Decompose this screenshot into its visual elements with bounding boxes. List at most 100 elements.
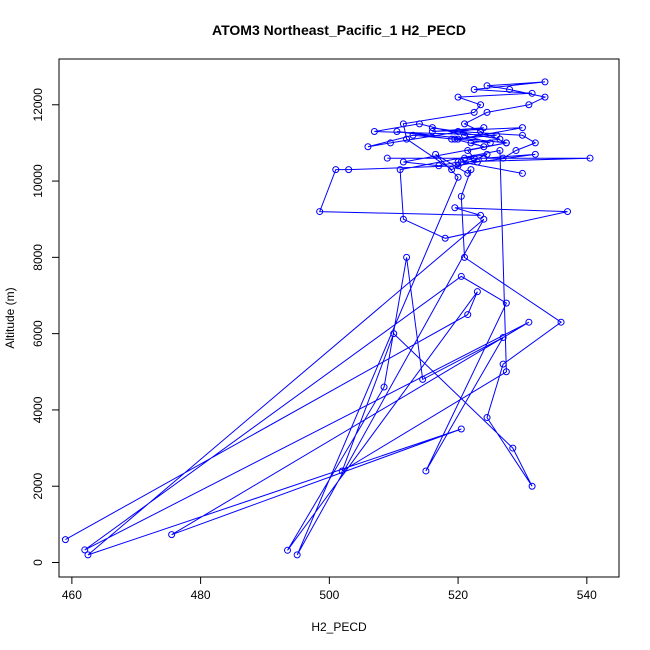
x-axis-label: H2_PECD — [311, 620, 367, 634]
x-axis: 460 480 500 520 540 — [62, 576, 597, 602]
data-point — [477, 101, 485, 109]
data-point — [528, 482, 536, 490]
data-point — [457, 158, 465, 166]
data-point — [499, 360, 507, 368]
data-point — [518, 131, 526, 139]
data-point — [84, 551, 92, 559]
data-point — [470, 86, 478, 94]
y-tick-label: 0 — [31, 559, 45, 566]
data-point — [461, 253, 469, 261]
data-point — [316, 208, 324, 216]
y-tick-label: 10000 — [31, 164, 45, 198]
x-tick-label: 480 — [191, 588, 211, 602]
data-point — [380, 383, 388, 391]
data-point — [461, 131, 469, 139]
data-point — [467, 166, 475, 174]
data-point — [564, 208, 572, 216]
data-point — [477, 211, 485, 219]
data-point — [419, 375, 427, 383]
data-point — [541, 78, 549, 86]
data-point — [454, 173, 462, 181]
data-point — [383, 154, 391, 162]
data-point — [557, 318, 565, 326]
data-point — [483, 108, 491, 116]
data-point — [332, 166, 340, 174]
data-point — [441, 234, 449, 242]
data-point — [502, 299, 510, 307]
data-point — [518, 169, 526, 177]
data-point — [399, 215, 407, 223]
data-point — [422, 467, 430, 475]
data-point — [473, 288, 481, 296]
data-point — [483, 150, 491, 158]
chart-title: ATOM3 Northeast_Pacific_1 H2_PECD — [212, 22, 466, 38]
data-point — [480, 143, 488, 151]
data-point — [61, 536, 69, 544]
data-point — [448, 166, 456, 174]
y-tick-label: 4000 — [31, 396, 45, 423]
data-point — [502, 368, 510, 376]
data-point — [531, 150, 539, 158]
data-point — [435, 162, 443, 170]
data-point — [496, 135, 504, 143]
data-point — [393, 127, 401, 135]
data-point — [399, 158, 407, 166]
data-point — [168, 531, 176, 539]
y-axis-label: Altitude (m) — [3, 287, 17, 348]
data-point — [338, 467, 346, 475]
data-point — [464, 311, 472, 319]
data-point — [454, 158, 462, 166]
data-point — [470, 108, 478, 116]
data-point — [464, 147, 472, 155]
data-point — [541, 93, 549, 101]
data-point — [467, 139, 475, 147]
data-point — [454, 135, 462, 143]
data-point — [403, 135, 411, 143]
data-point — [512, 147, 520, 155]
data-point — [390, 330, 398, 338]
data-point — [399, 120, 407, 128]
data-point — [284, 546, 292, 554]
x-tick-label: 460 — [62, 588, 82, 602]
x-tick-label: 500 — [319, 588, 339, 602]
data-point — [428, 124, 436, 132]
plot-frame — [58, 58, 620, 578]
series-line — [65, 81, 591, 556]
y-tick-label: 6000 — [31, 320, 45, 347]
data-point — [486, 139, 494, 147]
data-point — [457, 192, 465, 200]
data-point — [525, 101, 533, 109]
data-point — [586, 154, 594, 162]
data-point — [496, 147, 504, 155]
data-point — [364, 143, 372, 151]
data-point — [403, 253, 411, 261]
data-point — [386, 139, 394, 147]
x-tick-label: 520 — [448, 588, 468, 602]
data-point — [81, 546, 89, 554]
y-tick-label: 2000 — [31, 473, 45, 500]
data-point — [461, 120, 469, 128]
x-tick-label: 540 — [577, 588, 597, 602]
data-point — [470, 154, 478, 162]
data-point — [409, 131, 417, 139]
data-point — [528, 89, 536, 97]
data-point — [499, 333, 507, 341]
data-point — [428, 127, 436, 135]
data-point — [345, 166, 353, 174]
data-point — [518, 124, 526, 132]
data-point — [451, 204, 459, 212]
data-point — [509, 444, 517, 452]
data-point — [499, 154, 507, 162]
data-point — [457, 425, 465, 433]
data-point — [477, 127, 485, 135]
data-point — [396, 166, 404, 174]
data-point — [454, 93, 462, 101]
data-point — [457, 272, 465, 280]
data-point — [370, 127, 378, 135]
data-point — [525, 318, 533, 326]
data-point — [432, 150, 440, 158]
data-point — [415, 120, 423, 128]
series-layer — [61, 78, 594, 559]
y-tick-label: 8000 — [31, 244, 45, 271]
